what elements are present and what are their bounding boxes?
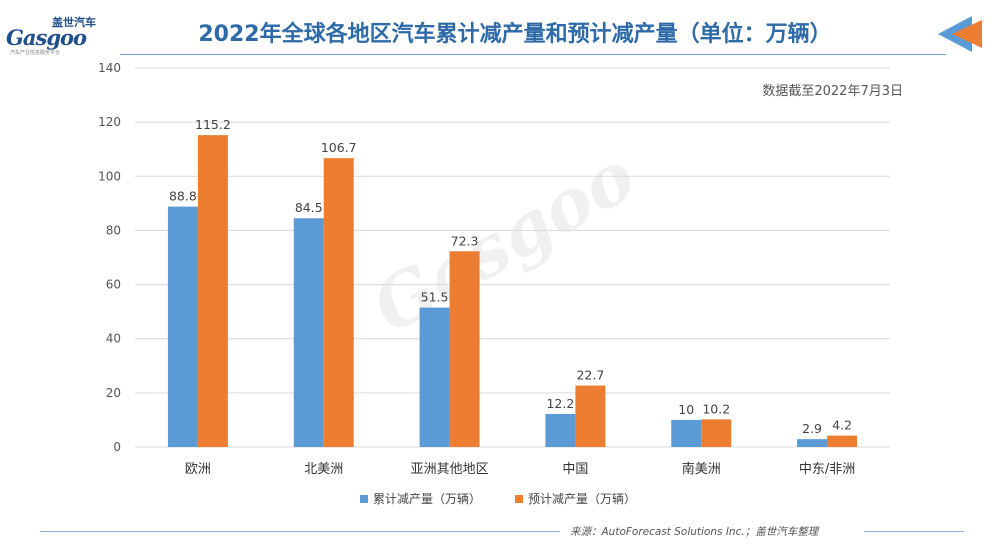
data-date-note: 数据截至2022年7月3日	[762, 84, 903, 99]
bar	[323, 158, 354, 447]
bar	[419, 307, 450, 447]
bar	[797, 439, 828, 447]
y-tick-label: 140	[98, 61, 121, 75]
x-tick-label: 亚洲其他地区	[411, 462, 489, 477]
bar	[449, 251, 480, 447]
x-tick-label: 中东/非洲	[799, 462, 855, 477]
y-tick-label: 80	[106, 223, 121, 237]
legend-swatch	[360, 495, 368, 503]
y-tick-label: 60	[106, 278, 121, 292]
data-label: 2.9	[802, 421, 822, 436]
bar	[545, 413, 576, 447]
legend-label: 预计减产量（万辆）	[528, 492, 636, 506]
source-text: 来源：AutoForecast Solutions Inc.；盖世汽车整理	[570, 526, 819, 538]
x-tick-label: 中国	[562, 462, 588, 477]
data-label: 106.7	[321, 140, 357, 155]
bar	[575, 385, 606, 447]
y-tick-label: 0	[113, 440, 121, 454]
y-tick-label: 120	[98, 115, 121, 129]
legend-label: 累计减产量（万辆）	[373, 492, 481, 506]
y-tick-label: 20	[106, 386, 121, 400]
footer-divider-left	[40, 531, 560, 532]
data-label: 51.5	[421, 290, 449, 305]
data-label: 115.2	[195, 117, 231, 132]
bar	[167, 206, 198, 447]
logo-english-text: Gasgoo	[6, 25, 87, 50]
x-tick-label: 南美洲	[682, 461, 721, 477]
data-label: 22.7	[576, 368, 604, 383]
data-label: 88.8	[169, 189, 197, 204]
bar	[197, 135, 228, 447]
arrow-icon	[938, 16, 982, 52]
y-tick-label: 40	[106, 332, 121, 346]
bar	[293, 218, 324, 447]
logo-tagline: 汽车产业信息服务平台	[10, 50, 61, 56]
title-divider	[120, 54, 946, 55]
footer-divider-right	[864, 531, 964, 532]
logo-chinese-text: 盖世汽车	[52, 16, 96, 29]
bar	[701, 419, 732, 447]
data-label: 72.3	[451, 233, 479, 248]
x-tick-label: 北美洲	[304, 462, 343, 477]
bar	[827, 435, 858, 447]
data-label: 4.2	[832, 418, 852, 433]
bar	[671, 419, 702, 447]
data-label: 10.2	[702, 401, 730, 416]
chart-title: 2022年全球各地区汽车累计减产量和预计减产量（单位：万辆）	[198, 22, 832, 47]
data-label: 10	[678, 402, 694, 417]
data-label: 84.5	[295, 200, 323, 215]
y-tick-label: 100	[98, 169, 121, 183]
data-label: 12.2	[546, 396, 574, 411]
gasgoo-logo: 盖世汽车 Gasgoo 汽车产业信息服务平台	[6, 14, 106, 56]
x-tick-label: 欧洲	[185, 462, 211, 477]
legend-swatch	[515, 495, 523, 503]
